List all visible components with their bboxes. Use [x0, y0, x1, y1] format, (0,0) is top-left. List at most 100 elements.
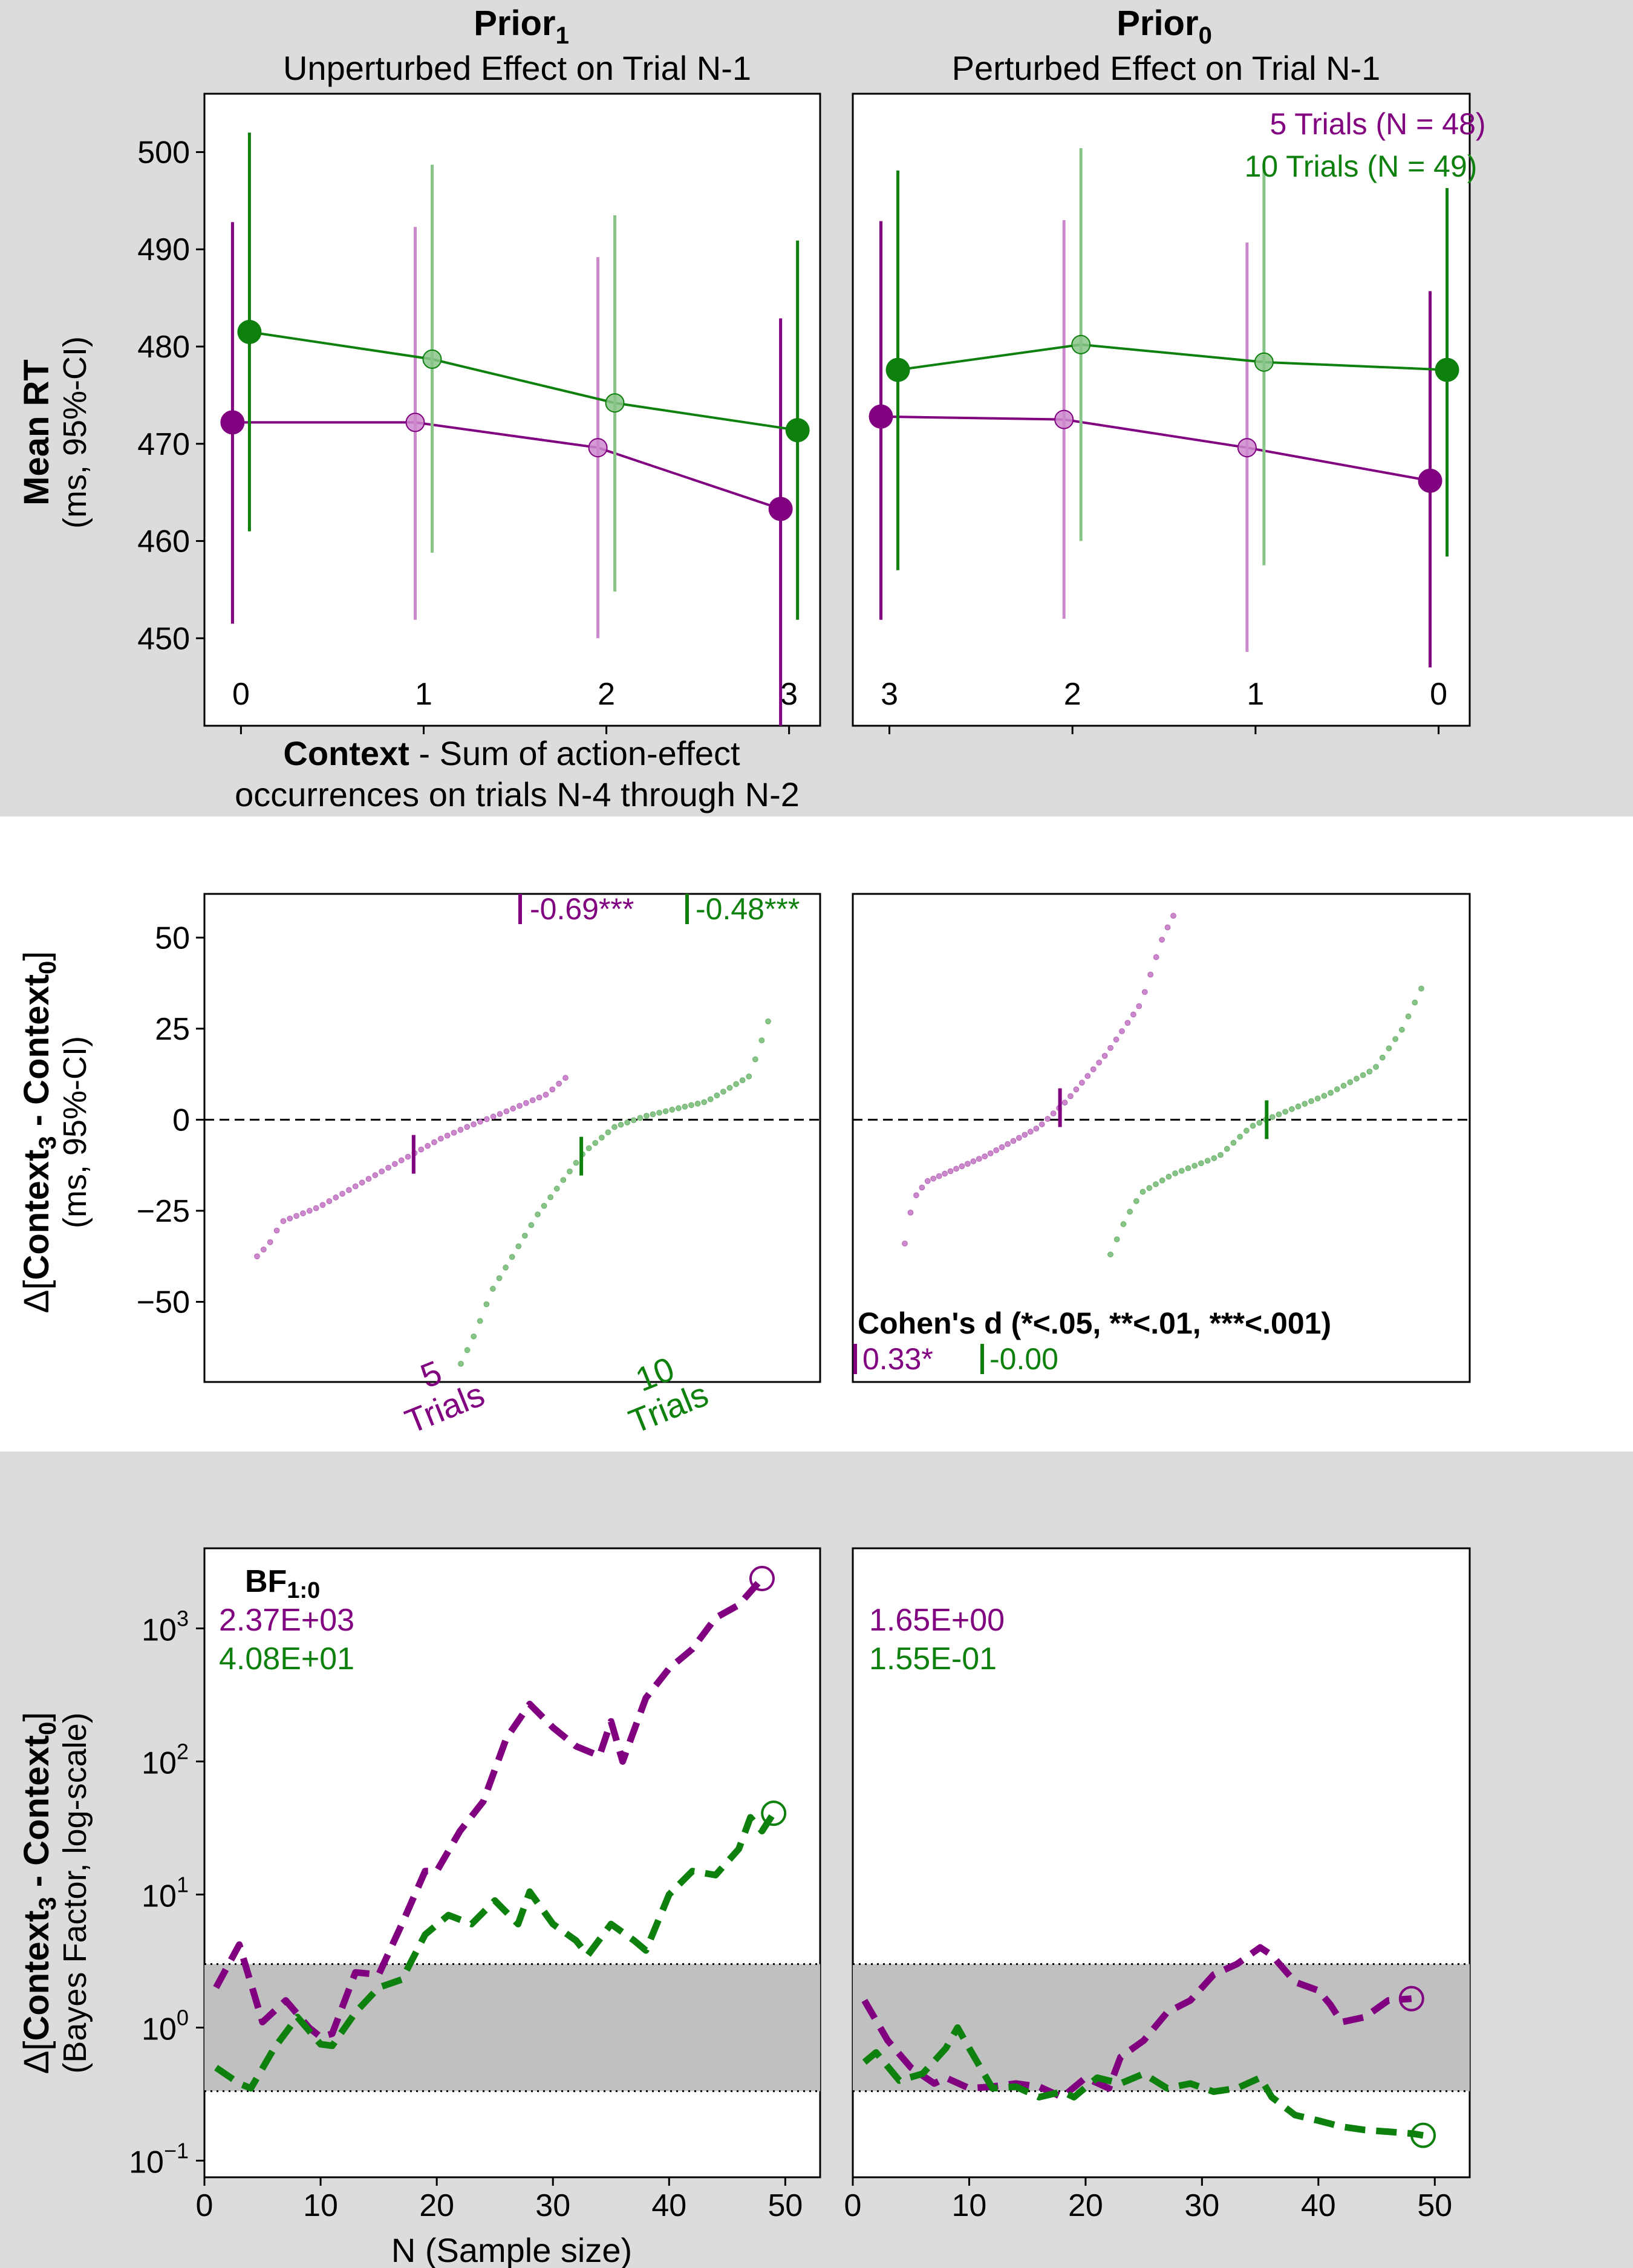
- difference-point: [1379, 1054, 1386, 1061]
- difference-point: [1170, 913, 1176, 919]
- difference-point: [913, 1192, 919, 1199]
- bf-final-marker: [761, 1800, 787, 1826]
- x-tick-label: 2: [1064, 677, 1081, 712]
- difference-point: [605, 1129, 611, 1136]
- difference-point: [598, 1135, 605, 1141]
- difference-point: [959, 1163, 965, 1170]
- difference-point: [953, 1165, 959, 1172]
- difference-point: [1398, 1026, 1405, 1033]
- difference-point: [1405, 1013, 1412, 1020]
- difference-point: [1217, 1152, 1224, 1158]
- difference-point: [319, 1202, 326, 1208]
- mean-point: [588, 438, 608, 458]
- y-tick-label: 490: [137, 232, 190, 267]
- difference-point: [758, 1037, 765, 1044]
- difference-point: [267, 1239, 273, 1245]
- difference-point: [1185, 1165, 1191, 1171]
- mean-point: [422, 349, 442, 369]
- row1-legend: 5 Trials (N = 48) 10 Trials (N = 49): [1245, 107, 1486, 183]
- difference-point: [385, 1164, 391, 1171]
- difference-point: [611, 1124, 618, 1130]
- svg-text:occurrences on trials N-4 thro: occurrences on trials N-4 through N-2: [235, 775, 800, 813]
- y-tick-label: 500: [137, 135, 190, 170]
- difference-point: [765, 1018, 771, 1025]
- series-line: [898, 343, 1447, 371]
- difference-point: [662, 1108, 669, 1115]
- difference-point: [942, 1170, 948, 1177]
- difference-point: [254, 1253, 260, 1260]
- difference-point: [273, 1227, 280, 1234]
- difference-point: [982, 1153, 988, 1159]
- difference-point: [1120, 1221, 1127, 1227]
- difference-point: [1412, 999, 1418, 1006]
- y-tick-label: 102: [142, 1739, 189, 1781]
- difference-point: [418, 1146, 425, 1153]
- difference-point: [496, 1275, 503, 1282]
- difference-point: [965, 1161, 971, 1167]
- difference-point: [936, 1173, 942, 1179]
- difference-point: [746, 1073, 752, 1080]
- mean-point: [1237, 438, 1257, 458]
- difference-point: [630, 1117, 637, 1124]
- difference-point: [1165, 1173, 1172, 1180]
- difference-point: [547, 1194, 554, 1201]
- difference-point: [1078, 1080, 1085, 1086]
- row1-right-title: Prior0 Perturbed Effect on Trial N-1: [952, 4, 1381, 87]
- difference-point: [1133, 1198, 1139, 1204]
- x-tick-label: 10: [303, 2188, 338, 2223]
- mean-point: [869, 404, 893, 429]
- row1-right-subtitle: Perturbed Effect on Trial N-1: [952, 49, 1381, 87]
- mean-point: [1418, 468, 1442, 493]
- bf-final-marker: [1398, 1986, 1424, 2012]
- svg-text:Context - Sum of action-effect: Context - Sum of action-effect: [283, 734, 740, 772]
- difference-point: [405, 1153, 411, 1160]
- difference-point: [517, 1103, 523, 1109]
- row3-ylabel: Δ[Context3 - Context0] (Bayes Factor, lo…: [17, 1712, 93, 2074]
- difference-point: [1107, 1044, 1113, 1051]
- difference-point: [1243, 1127, 1250, 1134]
- difference-point: [682, 1103, 688, 1110]
- d-left-5: -0.69***: [530, 892, 634, 926]
- difference-point: [1418, 985, 1424, 992]
- difference-point: [339, 1190, 345, 1197]
- difference-point: [528, 1222, 535, 1228]
- x-tick-label: 10: [952, 2188, 987, 2223]
- difference-point: [306, 1208, 313, 1214]
- x-tick-label: 0: [1430, 677, 1447, 712]
- difference-point: [437, 1135, 444, 1142]
- difference-point: [1113, 1236, 1120, 1243]
- difference-point: [993, 1147, 1000, 1153]
- x-tick-label: 1: [1247, 677, 1264, 712]
- difference-point: [1159, 936, 1165, 943]
- bf-panel-prior0: 0 10 20 30 40 50: [844, 1547, 1471, 2223]
- difference-point: [1334, 1086, 1340, 1092]
- difference-point: [1050, 1110, 1057, 1116]
- difference-point: [1276, 1111, 1282, 1118]
- difference-point: [1130, 1011, 1136, 1018]
- cohen-label: Cohen's d (*<.05, **<.01, ***<.001): [858, 1306, 1331, 1340]
- bf-panel-prior1: 10−1 100 101 102 103 0 10 20 30 40 50: [129, 1547, 821, 2223]
- diff-panel-prior0: [852, 893, 1471, 1383]
- y-tick-label: 25: [155, 1012, 190, 1047]
- difference-point: [365, 1176, 372, 1182]
- difference-point: [398, 1157, 405, 1164]
- difference-point: [1237, 1133, 1243, 1140]
- legend-5-trials: 5 Trials (N = 48): [1270, 107, 1485, 141]
- row1-ylabel: Mean RT (ms, 95%-CI): [17, 336, 93, 529]
- difference-point: [425, 1142, 431, 1149]
- bf-left-10: 4.08E+01: [219, 1641, 354, 1677]
- difference-point: [457, 1127, 464, 1133]
- difference-point: [490, 1113, 497, 1120]
- difference-point: [1038, 1121, 1045, 1127]
- difference-point: [503, 1108, 510, 1115]
- difference-point: [1164, 924, 1171, 931]
- difference-point: [1211, 1155, 1217, 1161]
- difference-point: [701, 1099, 708, 1106]
- difference-point: [515, 1243, 522, 1250]
- difference-point: [1113, 1036, 1120, 1043]
- row2-ylabel: Δ[Context3 - Context0] (ms, 95%-CI): [17, 951, 93, 1314]
- difference-point: [947, 1168, 954, 1175]
- difference-point: [752, 1056, 758, 1063]
- difference-point: [451, 1129, 457, 1136]
- difference-point: [521, 1233, 528, 1239]
